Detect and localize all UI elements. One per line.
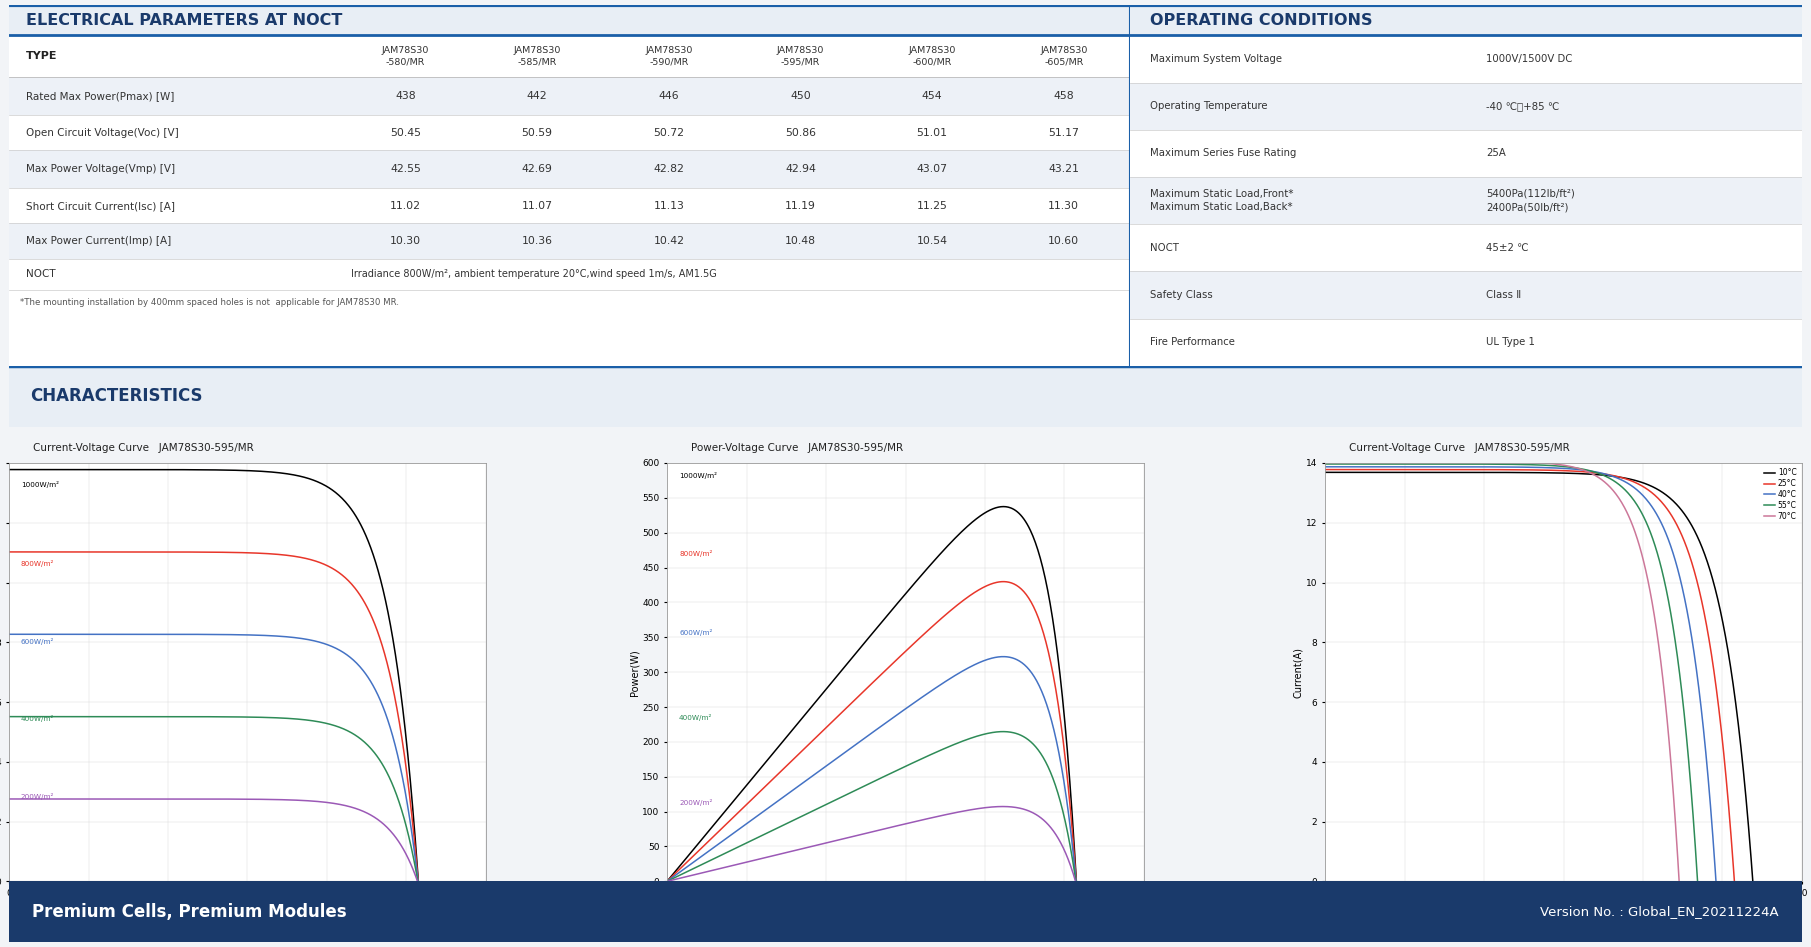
Text: OPERATING CONDITIONS: OPERATING CONDITIONS: [1150, 12, 1373, 27]
X-axis label: Voltage(V): Voltage(V): [223, 901, 273, 911]
Text: *The mounting installation by 400mm spaced holes is not  applicable for JAM78S30: *The mounting installation by 400mm spac…: [20, 297, 398, 307]
Text: 450: 450: [790, 91, 811, 101]
Text: NOCT: NOCT: [1150, 242, 1179, 253]
Text: 438: 438: [395, 91, 417, 101]
FancyBboxPatch shape: [9, 77, 1130, 115]
Text: 600W/m²: 600W/m²: [679, 629, 712, 636]
Text: Power-Voltage Curve   JAM78S30-595/MR: Power-Voltage Curve JAM78S30-595/MR: [692, 443, 904, 454]
Text: 42.82: 42.82: [654, 164, 685, 174]
FancyBboxPatch shape: [9, 223, 1130, 259]
Text: Current-Voltage Curve   JAM78S30-595/MR: Current-Voltage Curve JAM78S30-595/MR: [33, 443, 254, 454]
Text: TYPE: TYPE: [25, 51, 58, 62]
Text: Max Power Voltage(Vmp) [V]: Max Power Voltage(Vmp) [V]: [25, 164, 176, 174]
Text: 50.86: 50.86: [784, 128, 817, 137]
X-axis label: Voltage(V): Voltage(V): [880, 901, 931, 911]
Text: Irradiance 800W/m², ambient temperature 20°C,wind speed 1m/s, AM1.5G: Irradiance 800W/m², ambient temperature …: [351, 269, 717, 279]
FancyBboxPatch shape: [1130, 177, 1802, 224]
FancyBboxPatch shape: [9, 366, 1802, 426]
Text: 43.07: 43.07: [916, 164, 947, 174]
X-axis label: Voltage(V): Voltage(V): [1538, 901, 1588, 911]
Text: 1000W/m²: 1000W/m²: [22, 481, 60, 488]
Text: 10.42: 10.42: [654, 236, 685, 246]
Text: 51.17: 51.17: [1049, 128, 1079, 137]
Text: 454: 454: [922, 91, 942, 101]
FancyBboxPatch shape: [1130, 272, 1802, 318]
Text: 10.48: 10.48: [784, 236, 817, 246]
Text: Maximum Static Load,Front*
Maximum Static Load,Back*: Maximum Static Load,Front* Maximum Stati…: [1150, 189, 1293, 212]
FancyBboxPatch shape: [9, 882, 1802, 942]
Text: Premium Cells, Premium Modules: Premium Cells, Premium Modules: [33, 902, 348, 920]
Text: -40 ℃～+85 ℃: -40 ℃～+85 ℃: [1487, 101, 1559, 111]
Text: 50.59: 50.59: [522, 128, 552, 137]
Text: 11.25: 11.25: [916, 201, 947, 211]
Text: 11.19: 11.19: [784, 201, 817, 211]
Text: 51.01: 51.01: [916, 128, 947, 137]
Text: 10.36: 10.36: [522, 236, 552, 246]
FancyBboxPatch shape: [9, 35, 1130, 366]
Text: UL Type 1: UL Type 1: [1487, 337, 1536, 348]
FancyBboxPatch shape: [1130, 35, 1802, 366]
Text: JAM78S30
-605/MR: JAM78S30 -605/MR: [1040, 46, 1087, 66]
Text: 400W/m²: 400W/m²: [679, 714, 712, 721]
Text: 800W/m²: 800W/m²: [22, 560, 54, 567]
Text: Maximum Series Fuse Rating: Maximum Series Fuse Rating: [1150, 149, 1297, 158]
Text: 50.72: 50.72: [654, 128, 685, 137]
Text: JAM78S30
-595/MR: JAM78S30 -595/MR: [777, 46, 824, 66]
Y-axis label: Power(W): Power(W): [630, 649, 639, 695]
Text: 10.54: 10.54: [916, 236, 947, 246]
Text: 200W/m²: 200W/m²: [22, 794, 54, 800]
Text: 11.13: 11.13: [654, 201, 685, 211]
Text: 200W/m²: 200W/m²: [679, 799, 712, 806]
Text: Rated Max Power(Pmax) [W]: Rated Max Power(Pmax) [W]: [25, 91, 174, 101]
Text: JAM78S30
-590/MR: JAM78S30 -590/MR: [645, 46, 692, 66]
Text: 458: 458: [1054, 91, 1074, 101]
Text: 11.07: 11.07: [522, 201, 552, 211]
Text: Short Circuit Current(Isc) [A]: Short Circuit Current(Isc) [A]: [25, 201, 176, 211]
Text: Fire Performance: Fire Performance: [1150, 337, 1235, 348]
Text: 400W/m²: 400W/m²: [22, 715, 54, 722]
Text: Operating Temperature: Operating Temperature: [1150, 101, 1268, 111]
Text: 1000W/m²: 1000W/m²: [679, 473, 717, 479]
Text: JAM78S30
-585/MR: JAM78S30 -585/MR: [514, 46, 561, 66]
Text: Maximum System Voltage: Maximum System Voltage: [1150, 54, 1282, 64]
Text: 800W/m²: 800W/m²: [679, 549, 712, 557]
FancyBboxPatch shape: [1130, 5, 1802, 35]
Text: 11.30: 11.30: [1049, 201, 1079, 211]
Text: 446: 446: [659, 91, 679, 101]
Text: 43.21: 43.21: [1049, 164, 1079, 174]
Text: Max Power Current(Imp) [A]: Max Power Current(Imp) [A]: [25, 236, 170, 246]
Text: JAM78S30
-600/MR: JAM78S30 -600/MR: [909, 46, 956, 66]
FancyBboxPatch shape: [9, 5, 1130, 35]
Text: Open Circuit Voltage(Voc) [V]: Open Circuit Voltage(Voc) [V]: [25, 128, 179, 137]
Text: ELECTRICAL PARAMETERS AT NOCT: ELECTRICAL PARAMETERS AT NOCT: [25, 12, 342, 27]
Text: 11.02: 11.02: [389, 201, 420, 211]
Text: 10.60: 10.60: [1049, 236, 1079, 246]
FancyBboxPatch shape: [9, 151, 1130, 188]
FancyBboxPatch shape: [1130, 82, 1802, 130]
Text: Version No. : Global_EN_20211224A: Version No. : Global_EN_20211224A: [1539, 905, 1778, 919]
Text: Safety Class: Safety Class: [1150, 290, 1213, 300]
Text: 42.69: 42.69: [522, 164, 552, 174]
Text: JAM78S30
-580/MR: JAM78S30 -580/MR: [382, 46, 429, 66]
Text: 50.45: 50.45: [389, 128, 420, 137]
Text: CHARACTERISTICS: CHARACTERISTICS: [31, 387, 203, 405]
Text: Current-Voltage Curve   JAM78S30-595/MR: Current-Voltage Curve JAM78S30-595/MR: [1349, 443, 1570, 454]
Text: NOCT: NOCT: [25, 269, 56, 279]
Text: 42.55: 42.55: [389, 164, 420, 174]
Text: Class Ⅱ: Class Ⅱ: [1487, 290, 1521, 300]
Text: 1000V/1500V DC: 1000V/1500V DC: [1487, 54, 1572, 64]
Text: 10.30: 10.30: [389, 236, 420, 246]
Text: 442: 442: [527, 91, 547, 101]
Text: 25A: 25A: [1487, 149, 1505, 158]
Text: 5400Pa(112lb/ft²)
2400Pa(50lb/ft²): 5400Pa(112lb/ft²) 2400Pa(50lb/ft²): [1487, 189, 1576, 212]
Text: 600W/m²: 600W/m²: [22, 637, 54, 645]
Text: 42.94: 42.94: [784, 164, 817, 174]
Legend: 10°C, 25°C, 40°C, 55°C, 70°C: 10°C, 25°C, 40°C, 55°C, 70°C: [1762, 467, 1798, 523]
Text: 45±2 ℃: 45±2 ℃: [1487, 242, 1528, 253]
Y-axis label: Current(A): Current(A): [1293, 647, 1304, 698]
